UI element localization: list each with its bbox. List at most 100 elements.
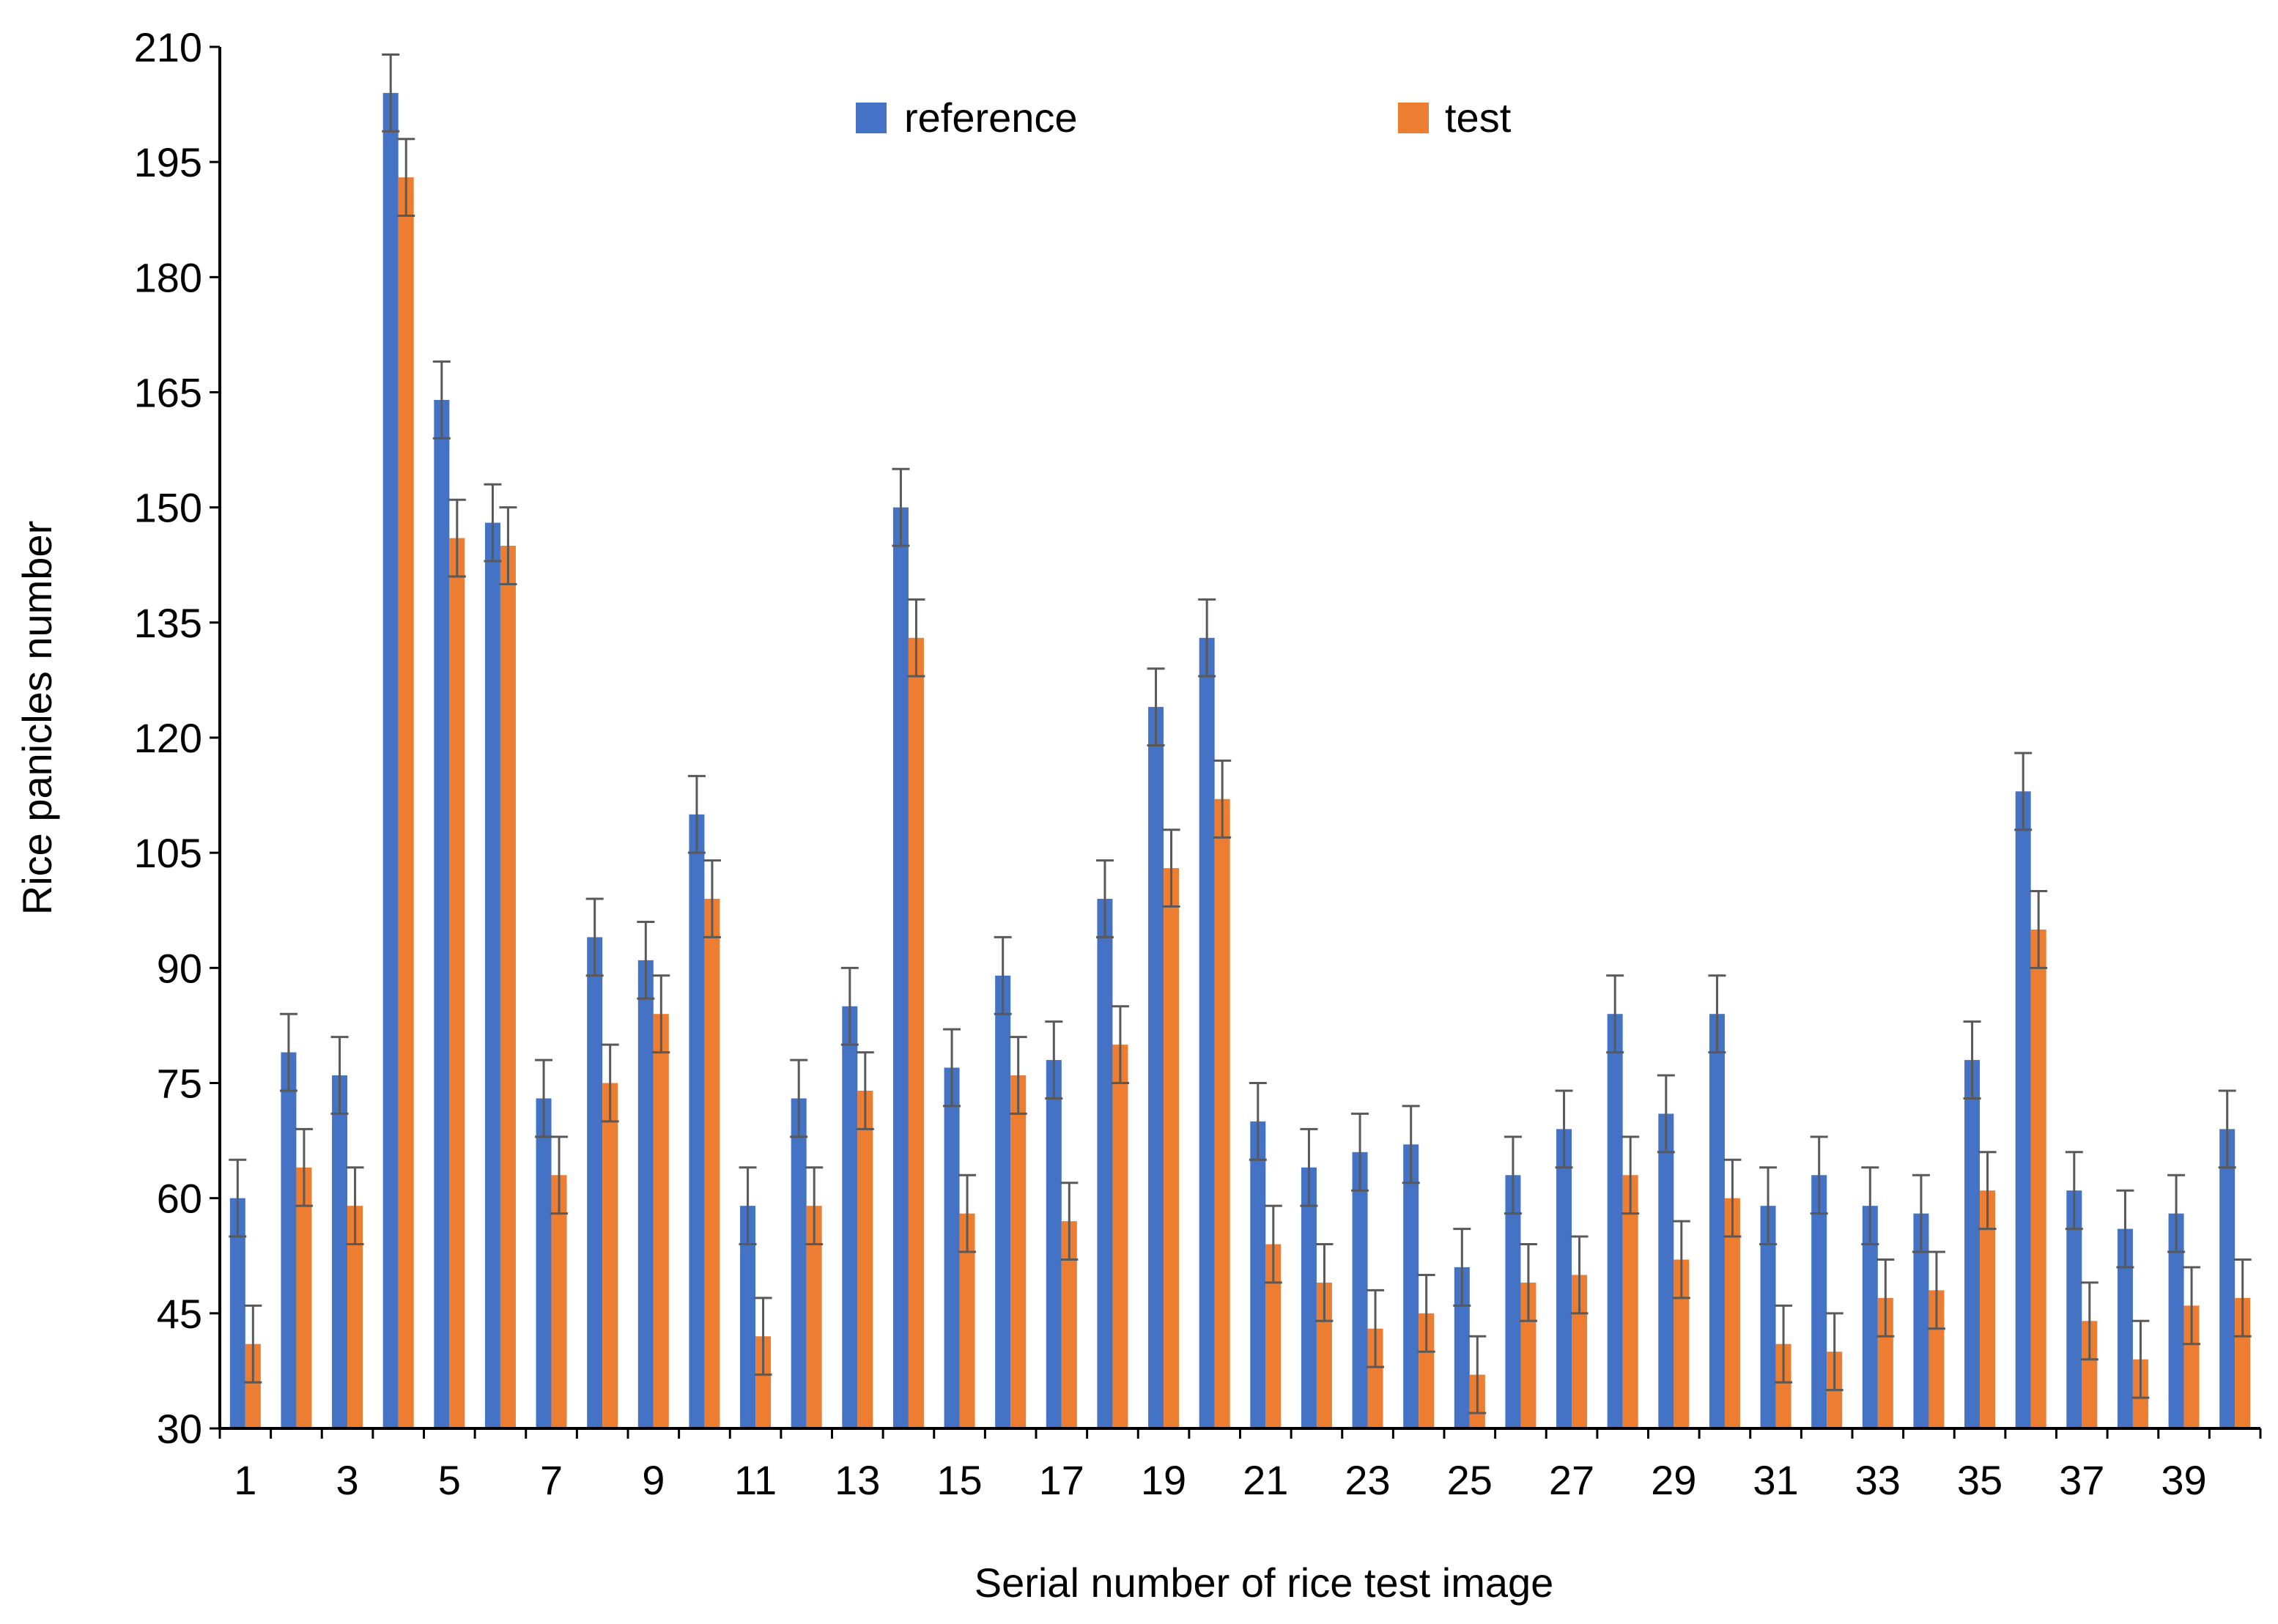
legend-swatch-reference [856, 103, 887, 133]
x-tick-label: 21 [1243, 1457, 1288, 1503]
bar-reference-18 [1097, 899, 1113, 1428]
y-tick-label: 45 [157, 1291, 202, 1337]
x-tick-label: 11 [734, 1457, 777, 1503]
bar-reference-39 [2168, 1213, 2184, 1428]
bar-test-40 [2235, 1297, 2251, 1428]
bar-test-18 [1112, 1045, 1128, 1428]
x-tick-label: 23 [1345, 1457, 1390, 1503]
x-tick-label: 9 [642, 1457, 665, 1503]
bar-reference-2 [281, 1052, 297, 1428]
bar-reference-5 [434, 399, 450, 1428]
bar-test-4 [398, 177, 414, 1429]
bar-reference-13 [842, 1006, 858, 1428]
bar-reference-21 [1250, 1121, 1266, 1428]
bar-test-13 [857, 1090, 873, 1428]
bar-reference-30 [1709, 1014, 1725, 1428]
x-tick-label: 35 [1957, 1457, 2003, 1503]
y-tick-label: 180 [134, 254, 202, 300]
bar-test-24 [1419, 1313, 1435, 1428]
y-axis-title: Rice panicles number [14, 521, 60, 915]
bar-test-2 [296, 1167, 312, 1428]
x-tick-label: 39 [2161, 1457, 2206, 1503]
bar-test-11 [755, 1336, 772, 1428]
bar-test-30 [1724, 1198, 1740, 1428]
bar-test-22 [1316, 1282, 1332, 1428]
bar-test-39 [2183, 1305, 2200, 1428]
y-tick-label: 210 [134, 24, 202, 70]
legend: reference test [856, 94, 1512, 141]
error-bars-group [229, 53, 2252, 1414]
y-tick-label: 60 [157, 1176, 202, 1222]
bar-test-34 [1928, 1290, 1945, 1428]
y-tick-label: 135 [134, 600, 202, 646]
bar-reference-15 [944, 1067, 960, 1428]
bar-test-26 [1520, 1282, 1536, 1428]
x-tick-label: 31 [1753, 1457, 1798, 1503]
bar-reference-11 [740, 1206, 756, 1428]
bar-test-10 [704, 899, 720, 1428]
y-tick-label: 105 [134, 830, 202, 876]
x-tick-label: 1 [234, 1457, 256, 1503]
x-tick-label: 7 [540, 1457, 563, 1503]
bar-reference-28 [1607, 1014, 1623, 1428]
bar-test-35 [1980, 1190, 1996, 1428]
bar-test-12 [806, 1206, 822, 1428]
legend-label-test: test [1445, 94, 1512, 141]
bar-reference-36 [2015, 791, 2031, 1428]
x-axis-title: Serial number of rice test image [975, 1560, 1554, 1606]
axes [218, 47, 2260, 1430]
bar-reference-10 [689, 814, 705, 1428]
y-tick-label: 75 [157, 1061, 202, 1107]
bar-reference-17 [1046, 1060, 1062, 1428]
bar-test-28 [1622, 1175, 1638, 1428]
bar-reference-22 [1301, 1167, 1317, 1428]
y-tick-label: 90 [157, 945, 202, 991]
x-tick-label: 27 [1549, 1457, 1594, 1503]
x-tick-label: 17 [1039, 1457, 1084, 1503]
bars-group [229, 92, 2251, 1429]
bar-test-6 [500, 546, 516, 1428]
bar-test-36 [2030, 929, 2046, 1428]
x-tick-label: 19 [1141, 1457, 1186, 1503]
x-axis-ticks: 1 3 5 7 9 11 13 15 17 19 21 23 25 27 29 31 33 35 37 39 [218, 1428, 2262, 1503]
x-tick-label: 25 [1447, 1457, 1493, 1503]
bar-reference-20 [1199, 637, 1215, 1429]
bar-test-15 [959, 1213, 975, 1428]
bar-reference-3 [332, 1075, 348, 1428]
bar-test-33 [1877, 1297, 1893, 1428]
bar-test-9 [653, 1014, 669, 1428]
bar-reference-12 [791, 1098, 807, 1428]
bar-reference-8 [587, 937, 603, 1428]
bar-reference-33 [1862, 1206, 1878, 1428]
bar-test-20 [1214, 798, 1230, 1428]
bar-test-17 [1061, 1221, 1077, 1428]
bar-reference-9 [637, 960, 654, 1428]
bar-reference-27 [1556, 1129, 1572, 1428]
x-tick-label: 15 [936, 1457, 982, 1503]
bar-reference-6 [484, 522, 500, 1428]
bar-reference-7 [536, 1098, 552, 1428]
legend-swatch-test [1398, 103, 1429, 133]
y-axis-ticks: 30 45 60 75 90 105 120 135 150 165 180 195 210 [134, 24, 220, 1452]
x-tick-label: 5 [438, 1457, 461, 1503]
bar-test-21 [1265, 1244, 1282, 1428]
x-tick-label: 3 [336, 1457, 358, 1503]
bar-reference-1 [229, 1198, 245, 1428]
bar-test-37 [2082, 1321, 2098, 1428]
bar-reference-4 [382, 92, 399, 1428]
bar-test-1 [245, 1343, 261, 1428]
bar-reference-19 [1148, 707, 1164, 1428]
bar-reference-23 [1352, 1152, 1368, 1428]
bar-test-29 [1674, 1259, 1690, 1428]
bar-reference-25 [1454, 1267, 1470, 1428]
bar-reference-24 [1403, 1144, 1419, 1428]
y-tick-label: 150 [134, 485, 202, 531]
bar-test-14 [908, 637, 924, 1429]
bar-test-8 [602, 1083, 618, 1428]
bar-reference-37 [2066, 1190, 2082, 1428]
bar-test-7 [551, 1175, 567, 1428]
bar-reference-40 [2219, 1129, 2236, 1428]
y-tick-label: 30 [157, 1406, 202, 1452]
bar-reference-26 [1505, 1175, 1521, 1428]
